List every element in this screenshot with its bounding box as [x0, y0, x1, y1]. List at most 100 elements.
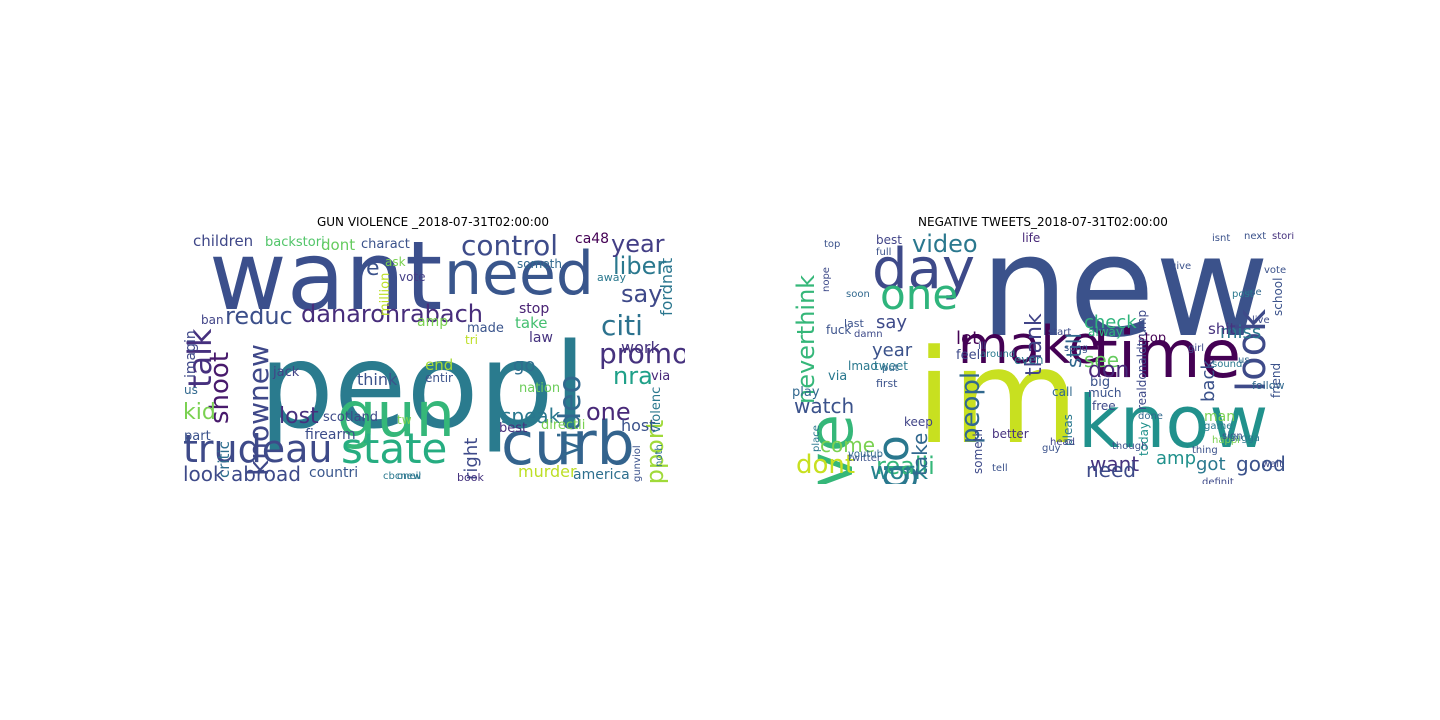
word-via: via [828, 369, 848, 384]
word-wait: wait [1262, 459, 1284, 470]
word-liber: liber [613, 252, 667, 280]
word-host: host [621, 416, 656, 435]
word-knownew: knownew [242, 344, 275, 476]
word-dont: dont [321, 236, 356, 254]
word-think: think [357, 370, 398, 389]
word-speak: speak [501, 404, 561, 428]
word-start: start [1048, 327, 1072, 338]
word-gun: gun [337, 378, 455, 451]
word-cbcnew: cbcnew [383, 471, 422, 482]
word-feel: feel [956, 348, 981, 363]
word-work: work [870, 457, 929, 484]
word-shit: shit [1208, 320, 1236, 338]
word-song: song [1064, 343, 1089, 354]
left-word-cloud: peopl want need curb gun state trudeau danarohr… [181, 232, 685, 484]
word-school: school [1271, 277, 1285, 316]
word-youtub: youtub [848, 449, 883, 460]
word-state: state [341, 424, 448, 473]
word-kid: kid [183, 400, 216, 425]
word-noth: noth [654, 444, 665, 467]
word-reduc: reduc [225, 302, 293, 330]
word-peopl: peopl [259, 317, 587, 455]
word-don: don [1088, 358, 1130, 383]
word-us: us [1238, 355, 1250, 366]
word-realli: realli [876, 452, 935, 480]
word-see: see [1084, 348, 1120, 372]
word-call: call [1052, 385, 1073, 399]
word-game: game [1204, 421, 1233, 432]
word-follow: follow [1252, 379, 1285, 392]
word-good: good [1236, 452, 1286, 476]
word-amp: amp [1156, 448, 1196, 469]
word-curb: curb [501, 409, 635, 479]
word-check: check [1084, 312, 1137, 333]
word-damn: damn [854, 329, 883, 340]
word-tri: tri [465, 333, 478, 347]
word-citi: citi [601, 309, 643, 342]
word-done: done [1138, 411, 1163, 422]
word-fuck: fuck [826, 323, 852, 337]
word-use: use [1244, 287, 1262, 298]
left-panel-title: GUN VIOLENCE _2018-07-31T02:00:00 [316, 215, 550, 229]
word-fordnat: fordnat [657, 257, 676, 316]
word-end: end [425, 356, 454, 374]
word-ill: ill [978, 341, 987, 352]
word-backstori: backstori [265, 235, 325, 250]
word-though: though [1112, 441, 1148, 452]
word-make: make [958, 316, 1101, 376]
word-full: full [876, 247, 892, 258]
word-look-abroad: look abroad [183, 462, 301, 484]
word-free: free [1092, 399, 1116, 413]
word-even: even [1014, 353, 1044, 367]
word-ban: ban [201, 313, 224, 327]
word-violenc: violenc [649, 386, 664, 433]
word-firearm: firearm [305, 427, 356, 443]
word-gunviol: gunviol [632, 445, 643, 482]
word-one: one [586, 398, 631, 426]
word-keep: keep [904, 415, 933, 429]
word-trudeau: trudeau [183, 427, 333, 471]
word-video: video [912, 232, 978, 258]
word-life: life [1022, 232, 1041, 245]
word-give: give [1170, 261, 1192, 272]
word-play: play [792, 385, 820, 400]
word-million: million [378, 272, 393, 316]
word-countri: countri [309, 465, 359, 481]
word-vote: vote [399, 270, 426, 284]
word-ca48: ca48 [575, 232, 610, 247]
word-alway: alway [1088, 325, 1123, 339]
word-isnt: isnt [1212, 233, 1231, 244]
word-us: us [184, 383, 198, 397]
word-nope: nope [821, 267, 832, 292]
word-twitter: twitter [848, 453, 881, 464]
word-book: book [457, 471, 484, 484]
word-stori: stori [1272, 232, 1295, 242]
word-next: next [1244, 232, 1267, 242]
word-tw: tw [397, 413, 412, 427]
word-charact: charact [361, 237, 410, 252]
word-one: one [880, 270, 959, 319]
word-sign: sign [1222, 431, 1243, 442]
word-put: put [882, 363, 899, 374]
word-last: last [844, 317, 864, 330]
word-top: top [824, 239, 841, 250]
word-nation: nation [519, 381, 561, 396]
word-made: made [467, 321, 504, 336]
word-imagin: imagin [183, 330, 199, 378]
word-amp: amp [417, 314, 449, 330]
word-tell: tell [992, 463, 1008, 474]
word-via: via [651, 369, 671, 384]
word-need: need [1086, 458, 1136, 482]
word-happi: happi [1212, 435, 1240, 446]
word-someth: someth [517, 257, 562, 271]
word-best: best [499, 421, 528, 436]
word-vote: vote [1264, 265, 1287, 276]
word-need: need [444, 239, 594, 309]
word-work: work [621, 338, 660, 357]
word-got: got [1196, 454, 1226, 475]
word-children: children [193, 232, 254, 250]
word-thing: thing [1192, 445, 1218, 456]
word-friend: friend [1269, 362, 1283, 398]
word-year: year [611, 232, 665, 258]
